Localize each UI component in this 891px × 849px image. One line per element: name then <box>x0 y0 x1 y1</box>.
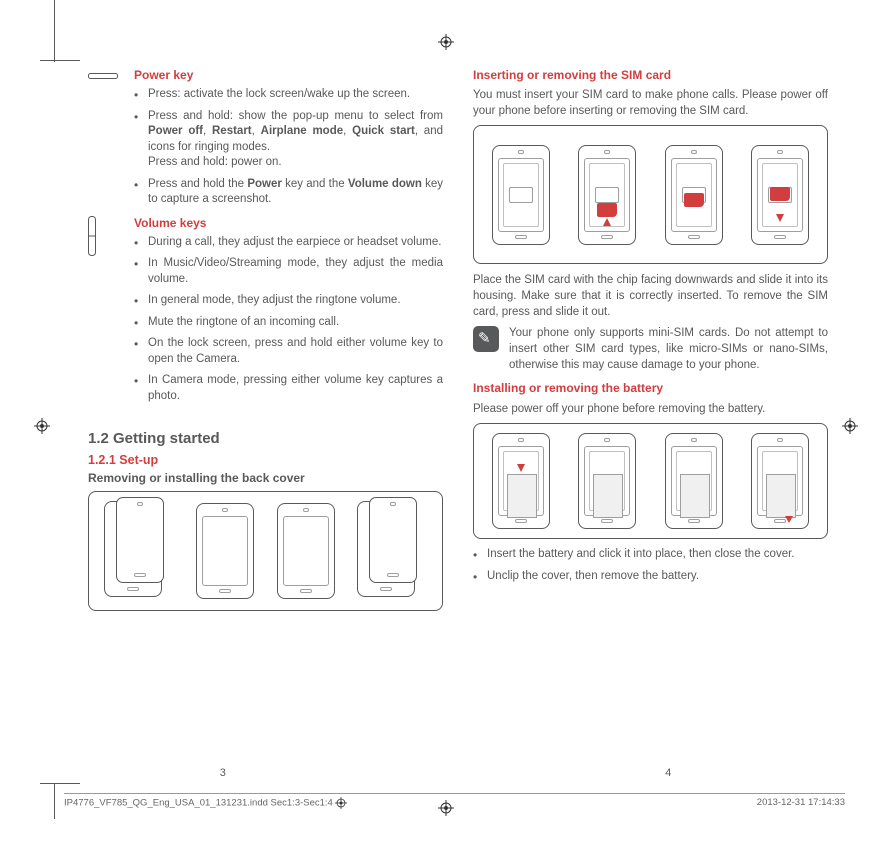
power-key-heading: Power key <box>134 68 443 82</box>
list-item: Press: activate the lock screen/wake up … <box>134 87 443 103</box>
volume-key-icon <box>88 216 96 259</box>
page-number-right: 4 <box>446 767 891 779</box>
sim-illustration <box>473 125 828 264</box>
footer-datetime: 2013-12-31 17:14:33 <box>757 797 845 809</box>
sim-place-text: Place the SIM card with the chip facing … <box>473 272 828 320</box>
registration-mark-icon <box>34 418 50 434</box>
battery-heading: Installing or removing the battery <box>473 381 828 395</box>
list-item: Mute the ringtone of an incoming call. <box>134 315 443 331</box>
volume-key-heading: Volume keys <box>134 216 443 230</box>
footer-filename: IP4776_VF785_QG_Eng_USA_01_131231.indd S… <box>64 797 347 809</box>
list-item: On the lock screen, press and hold eithe… <box>134 336 443 367</box>
manual-spread: Power key Press: activate the lock scree… <box>0 0 891 849</box>
note-text: Your phone only supports mini-SIM cards.… <box>509 326 828 373</box>
back-cover-illustration <box>88 491 443 611</box>
registration-mark-icon <box>842 418 858 434</box>
registration-mark-icon <box>438 34 454 50</box>
volume-key-list: During a call, they adjust the earpiece … <box>134 235 443 405</box>
power-key-icon <box>88 70 118 82</box>
power-key-list: Press: activate the lock screen/wake up … <box>134 87 443 208</box>
note-icon <box>473 326 499 352</box>
list-item: In Camera mode, pressing either volume k… <box>134 373 443 404</box>
subsection-heading: 1.2.1 Set-up <box>88 453 443 467</box>
crop-mark-bottom-left <box>40 783 64 819</box>
list-item: In general mode, they adjust the rington… <box>134 293 443 309</box>
power-key-section: Power key Press: activate the lock scree… <box>134 68 443 208</box>
battery-intro: Please power off your phone before remov… <box>473 401 828 417</box>
page-number-left: 3 <box>0 767 446 779</box>
list-item: During a call, they adjust the earpiece … <box>134 235 443 251</box>
section-heading: 1.2 Getting started <box>88 430 443 447</box>
sim-note: Your phone only supports mini-SIM cards.… <box>473 326 828 373</box>
list-item: Press and hold: show the pop-up menu to … <box>134 109 443 171</box>
list-item: Press and hold the Power key and the Vol… <box>134 177 443 208</box>
registration-mark-icon <box>335 797 347 809</box>
battery-list: Insert the battery and click it into pla… <box>473 547 828 584</box>
volume-key-section: Volume keys During a call, they adjust t… <box>134 216 443 405</box>
left-page: Power key Press: activate the lock scree… <box>88 68 443 619</box>
page-numbers: 3 4 <box>0 767 891 779</box>
sim-intro: You must insert your SIM card to make ph… <box>473 87 828 119</box>
list-item: Unclip the cover, then remove the batter… <box>473 569 828 585</box>
sim-heading: Inserting or removing the SIM card <box>473 68 828 82</box>
list-item: Insert the battery and click it into pla… <box>473 547 828 563</box>
right-page: Inserting or removing the SIM card You m… <box>473 68 828 619</box>
cover-heading: Removing or installing the back cover <box>88 471 443 485</box>
print-footer: IP4776_VF785_QG_Eng_USA_01_131231.indd S… <box>64 793 845 809</box>
battery-illustration <box>473 423 828 539</box>
list-item: In Music/Video/Streaming mode, they adju… <box>134 256 443 287</box>
